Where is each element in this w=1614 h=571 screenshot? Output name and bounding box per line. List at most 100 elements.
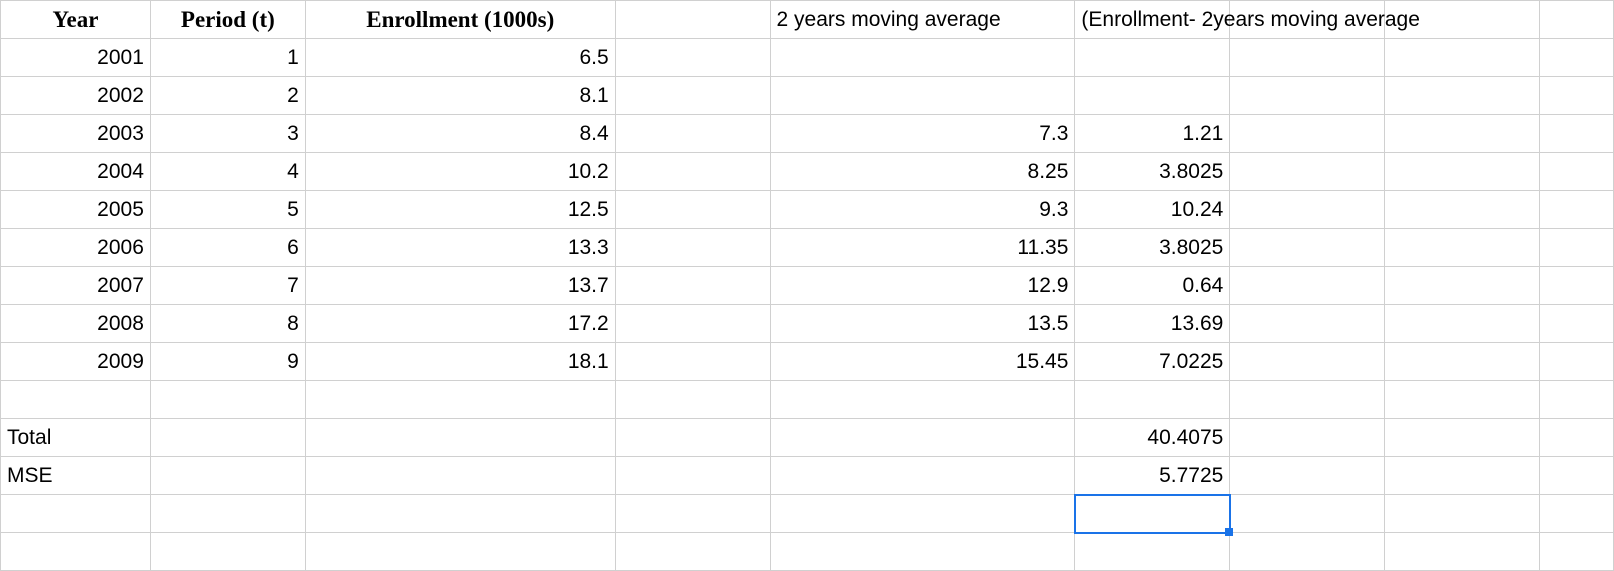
cell-blank[interactable] bbox=[1230, 457, 1385, 495]
cell-blank[interactable] bbox=[1385, 381, 1540, 419]
cell-ma[interactable]: 13.5 bbox=[770, 305, 1075, 343]
cell-blank[interactable] bbox=[1540, 305, 1614, 343]
cell-blank[interactable] bbox=[615, 229, 770, 267]
cell-blank[interactable] bbox=[1385, 495, 1540, 533]
cell-blank[interactable] bbox=[150, 419, 305, 457]
cell-sq[interactable]: 3.8025 bbox=[1075, 153, 1230, 191]
cell-blank[interactable] bbox=[150, 495, 305, 533]
cell-sq[interactable] bbox=[1075, 77, 1230, 115]
cell-blank[interactable] bbox=[305, 533, 615, 571]
cell-period[interactable]: 9 bbox=[150, 343, 305, 381]
cell-blank[interactable] bbox=[1230, 229, 1385, 267]
cell-blank[interactable] bbox=[1385, 115, 1540, 153]
cell-blank[interactable] bbox=[615, 381, 770, 419]
cell-sq[interactable]: 0.64 bbox=[1075, 267, 1230, 305]
cell-blank[interactable] bbox=[1230, 495, 1385, 533]
cell-enrollment[interactable]: 8.1 bbox=[305, 77, 615, 115]
cell-blank[interactable] bbox=[615, 457, 770, 495]
spreadsheet-grid[interactable]: Year Period (t) Enrollment (1000s) 2 yea… bbox=[0, 0, 1614, 571]
cell-blank[interactable] bbox=[1540, 495, 1614, 533]
cell-blank[interactable] bbox=[1075, 381, 1230, 419]
cell-year[interactable]: 2003 bbox=[1, 115, 151, 153]
header-period[interactable]: Period (t) bbox=[150, 1, 305, 39]
cell-blank[interactable] bbox=[1385, 191, 1540, 229]
cell-blank[interactable] bbox=[615, 495, 770, 533]
cell-period[interactable]: 2 bbox=[150, 77, 305, 115]
cell-blank[interactable] bbox=[615, 153, 770, 191]
cell-enrollment[interactable]: 12.5 bbox=[305, 191, 615, 229]
cell-sq[interactable]: 1.21 bbox=[1075, 115, 1230, 153]
cell-period[interactable]: 7 bbox=[150, 267, 305, 305]
cell-blank[interactable] bbox=[615, 267, 770, 305]
cell-period[interactable]: 1 bbox=[150, 39, 305, 77]
cell-blank[interactable] bbox=[1230, 267, 1385, 305]
cell-ma[interactable] bbox=[770, 77, 1075, 115]
cell-blank[interactable] bbox=[1540, 77, 1614, 115]
cell-blank[interactable] bbox=[1230, 343, 1385, 381]
header-year[interactable]: Year bbox=[1, 1, 151, 39]
cell-blank[interactable] bbox=[150, 533, 305, 571]
mse-value[interactable]: 5.7725 bbox=[1075, 457, 1230, 495]
cell-blank[interactable] bbox=[1540, 39, 1614, 77]
cell-blank[interactable] bbox=[1230, 381, 1385, 419]
cell-blank[interactable] bbox=[1075, 533, 1230, 571]
cell-d1[interactable] bbox=[615, 1, 770, 39]
cell-blank[interactable] bbox=[1230, 533, 1385, 571]
cell-blank[interactable] bbox=[770, 457, 1075, 495]
cell-blank[interactable] bbox=[1385, 267, 1540, 305]
mse-label[interactable]: MSE bbox=[1, 457, 151, 495]
cell-blank[interactable] bbox=[1385, 39, 1540, 77]
cell-blank[interactable] bbox=[305, 495, 615, 533]
cell-year[interactable]: 2006 bbox=[1, 229, 151, 267]
total-value[interactable]: 40.4075 bbox=[1075, 419, 1230, 457]
cell-ma[interactable]: 9.3 bbox=[770, 191, 1075, 229]
cell-blank[interactable] bbox=[770, 419, 1075, 457]
cell-i1[interactable] bbox=[1540, 1, 1614, 39]
cell-blank[interactable] bbox=[1, 533, 151, 571]
header-enrollment[interactable]: Enrollment (1000s) bbox=[305, 1, 615, 39]
header-diff-sq[interactable]: (Enrollment- 2years moving average bbox=[1075, 1, 1230, 39]
fill-handle[interactable] bbox=[1225, 528, 1233, 536]
cell-year[interactable]: 2007 bbox=[1, 267, 151, 305]
cell-blank[interactable] bbox=[1540, 533, 1614, 571]
cell-sq[interactable]: 7.0225 bbox=[1075, 343, 1230, 381]
cell-blank[interactable] bbox=[615, 533, 770, 571]
cell-blank[interactable] bbox=[305, 419, 615, 457]
cell-year[interactable]: 2009 bbox=[1, 343, 151, 381]
cell-year[interactable]: 2004 bbox=[1, 153, 151, 191]
cell-blank[interactable] bbox=[1385, 533, 1540, 571]
cell-blank[interactable] bbox=[1385, 229, 1540, 267]
cell-blank[interactable] bbox=[305, 381, 615, 419]
cell-ma[interactable]: 8.25 bbox=[770, 153, 1075, 191]
cell-blank[interactable] bbox=[770, 533, 1075, 571]
cell-blank[interactable] bbox=[1230, 419, 1385, 457]
cell-enrollment[interactable]: 13.7 bbox=[305, 267, 615, 305]
cell-enrollment[interactable]: 17.2 bbox=[305, 305, 615, 343]
cell-blank[interactable] bbox=[615, 77, 770, 115]
cell-sq[interactable]: 10.24 bbox=[1075, 191, 1230, 229]
cell-ma[interactable] bbox=[770, 39, 1075, 77]
cell-period[interactable]: 4 bbox=[150, 153, 305, 191]
cell-blank[interactable] bbox=[1540, 381, 1614, 419]
cell-enrollment[interactable]: 6.5 bbox=[305, 39, 615, 77]
selected-cell[interactable] bbox=[1075, 495, 1230, 533]
total-label[interactable]: Total bbox=[1, 419, 151, 457]
cell-enrollment[interactable]: 8.4 bbox=[305, 115, 615, 153]
cell-blank[interactable] bbox=[770, 381, 1075, 419]
cell-year[interactable]: 2008 bbox=[1, 305, 151, 343]
cell-period[interactable]: 3 bbox=[150, 115, 305, 153]
cell-blank[interactable] bbox=[305, 457, 615, 495]
cell-period[interactable]: 5 bbox=[150, 191, 305, 229]
cell-sq[interactable] bbox=[1075, 39, 1230, 77]
cell-blank[interactable] bbox=[1540, 419, 1614, 457]
cell-blank[interactable] bbox=[1230, 77, 1385, 115]
cell-blank[interactable] bbox=[1540, 191, 1614, 229]
cell-year[interactable]: 2005 bbox=[1, 191, 151, 229]
cell-enrollment[interactable]: 10.2 bbox=[305, 153, 615, 191]
cell-year[interactable]: 2001 bbox=[1, 39, 151, 77]
cell-sq[interactable]: 13.69 bbox=[1075, 305, 1230, 343]
cell-blank[interactable] bbox=[1230, 153, 1385, 191]
cell-enrollment[interactable]: 13.3 bbox=[305, 229, 615, 267]
cell-period[interactable]: 6 bbox=[150, 229, 305, 267]
cell-blank[interactable] bbox=[1385, 77, 1540, 115]
